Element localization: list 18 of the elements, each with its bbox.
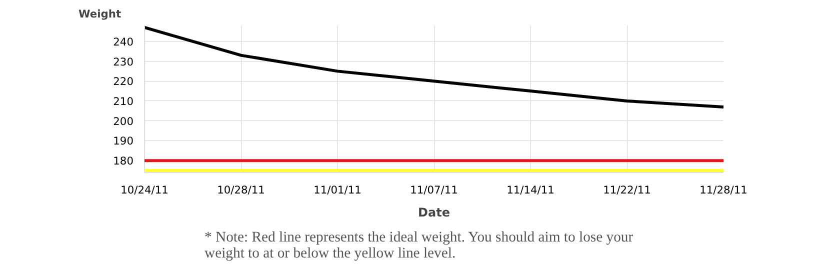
y-tick-label: 230 xyxy=(113,55,134,68)
x-tick-label: 11/07/11 xyxy=(410,184,458,196)
x-tick-label: 10/28/11 xyxy=(217,184,265,196)
x-tick-label: 11/28/11 xyxy=(700,184,748,196)
y-axis-title: Weight xyxy=(78,8,122,20)
y-tick-label: 240 xyxy=(113,35,134,48)
x-axis-title: Date xyxy=(418,206,450,220)
line-series xyxy=(144,26,724,108)
x-tick-label: 11/22/11 xyxy=(603,184,651,196)
text: * Note: Red line represents the ideal weight. You should aim to lose your weight to at or below the yellow line level. xyxy=(204,230,634,262)
y-tick-label: 200 xyxy=(113,114,134,128)
y-tick-label: 220 xyxy=(113,75,134,88)
y-tick-label: 210 xyxy=(113,94,134,108)
x-tick-label: 11/14/11 xyxy=(506,184,554,196)
y-tick-label: 180 xyxy=(113,154,134,168)
x-tick-label: 10/24/11 xyxy=(120,184,168,196)
x-tick-label: 11/01/11 xyxy=(314,184,362,196)
y-tick-label: 190 xyxy=(113,134,134,148)
